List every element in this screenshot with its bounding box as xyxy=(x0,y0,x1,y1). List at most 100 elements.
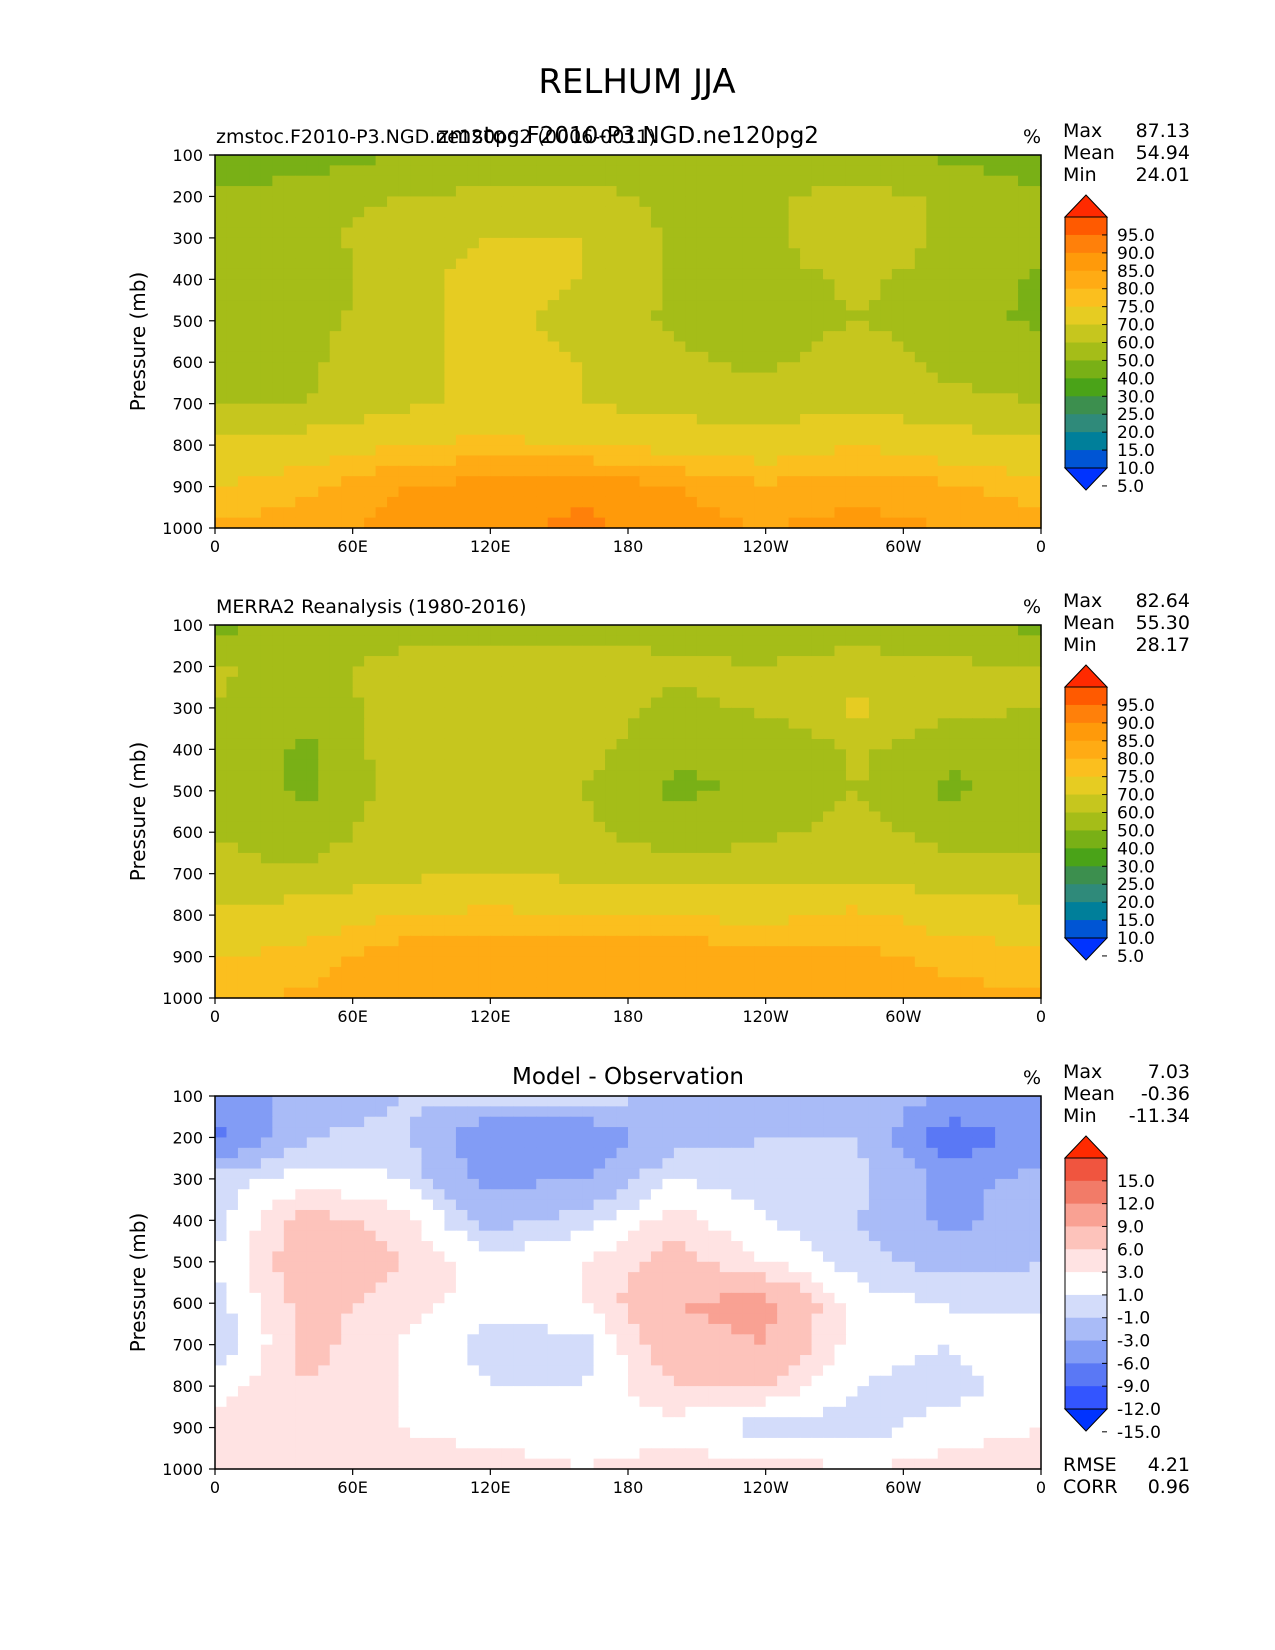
contour-cell xyxy=(639,465,652,477)
contour-cell xyxy=(995,852,1008,864)
contour-cell xyxy=(215,666,228,678)
contour-cell xyxy=(605,873,618,885)
contour-cell xyxy=(605,904,618,916)
contour-cell xyxy=(215,718,228,730)
contour-cell xyxy=(398,935,411,947)
contour-cell xyxy=(914,863,927,875)
contour-cell xyxy=(490,414,503,425)
contour-cell xyxy=(215,331,228,343)
contour-cell xyxy=(249,687,262,699)
contour-cell xyxy=(777,258,790,270)
contour-cell xyxy=(432,749,446,761)
contour-cell xyxy=(834,801,847,813)
contour-cell xyxy=(811,852,824,864)
contour-cell xyxy=(513,351,526,363)
contour-cell xyxy=(662,666,675,678)
contour-cell xyxy=(777,625,790,636)
contour-cell xyxy=(375,393,388,405)
contour-cell xyxy=(731,331,744,343)
contour-cell xyxy=(823,842,836,854)
colorbar-swatch xyxy=(1065,306,1107,326)
contour-cell xyxy=(708,476,721,488)
contour-cell xyxy=(1006,300,1019,312)
contour-cell xyxy=(272,289,285,301)
contour-cell xyxy=(949,656,962,668)
contour-cell xyxy=(444,801,457,813)
contour-cell xyxy=(719,227,732,239)
contour-cell xyxy=(834,687,847,699)
contour-cell xyxy=(628,155,641,166)
contour-cell xyxy=(410,718,423,730)
contour-cell xyxy=(708,300,721,312)
contour-cell xyxy=(582,759,595,771)
contour-cell xyxy=(731,434,744,446)
contour-cell xyxy=(306,863,319,875)
contour-cell xyxy=(788,770,801,782)
contour-cell xyxy=(478,946,491,958)
contour-cell xyxy=(306,904,319,916)
contour-cell xyxy=(983,372,996,384)
contour-cell xyxy=(937,507,950,519)
contour-cell xyxy=(410,300,423,312)
contour-cell xyxy=(536,310,549,322)
contour-cell xyxy=(593,801,606,813)
contour-cell xyxy=(628,362,641,374)
contour-cell xyxy=(1029,331,1042,343)
contour-cell xyxy=(777,884,790,895)
contour-cell xyxy=(926,165,939,177)
contour-cell xyxy=(593,424,606,436)
contour-cell xyxy=(398,445,411,457)
contour-cell xyxy=(501,770,514,782)
contour-cell xyxy=(536,894,549,906)
contour-cell xyxy=(983,811,996,823)
contour-cell xyxy=(880,517,893,529)
contour-cell xyxy=(949,300,962,312)
contour-cell xyxy=(593,341,606,353)
contour-cell xyxy=(719,486,732,498)
contour-cell xyxy=(260,656,273,668)
contour-cell xyxy=(387,300,400,312)
contour-cell xyxy=(742,300,755,312)
contour-cell xyxy=(1006,770,1019,782)
contour-cell xyxy=(249,476,262,488)
contour-cell xyxy=(283,331,296,343)
contour-cell xyxy=(662,884,675,895)
contour-cell xyxy=(650,496,664,508)
contour-cell xyxy=(524,331,537,343)
contour-cell xyxy=(1006,258,1019,270)
contour-cell xyxy=(685,925,698,937)
contour-cell xyxy=(467,496,480,508)
contour-cell xyxy=(260,517,273,529)
contour-cell xyxy=(375,320,388,332)
contour-cell xyxy=(559,697,572,709)
contour-cell xyxy=(421,196,434,208)
contour-cell xyxy=(341,320,354,332)
contour-cell xyxy=(524,811,537,823)
contour-cell xyxy=(455,341,468,353)
contour-cell xyxy=(650,362,664,374)
contour-cell xyxy=(754,496,767,508)
contour-cell xyxy=(536,496,549,508)
contour-cell xyxy=(341,645,354,657)
contour-cell xyxy=(960,279,973,291)
contour-cell xyxy=(1029,697,1042,709)
contour-cell xyxy=(628,687,641,699)
contour-cell xyxy=(811,217,824,229)
contour-cell xyxy=(719,320,732,332)
contour-cell xyxy=(868,445,881,457)
contour-cell xyxy=(926,341,939,353)
contour-cell xyxy=(536,925,549,937)
contour-cell xyxy=(949,749,962,761)
contour-cell xyxy=(283,852,296,864)
contour-cell xyxy=(375,728,388,740)
contour-cell xyxy=(295,414,308,425)
contour-cell xyxy=(616,351,629,363)
contour-cell xyxy=(272,414,285,425)
contour-cell xyxy=(891,434,904,446)
contour-cell xyxy=(719,445,732,457)
contour-cell xyxy=(421,687,434,699)
contour-cell xyxy=(696,217,709,229)
contour-cell xyxy=(754,186,767,198)
contour-cell xyxy=(559,434,572,446)
contour-cell xyxy=(559,362,572,374)
